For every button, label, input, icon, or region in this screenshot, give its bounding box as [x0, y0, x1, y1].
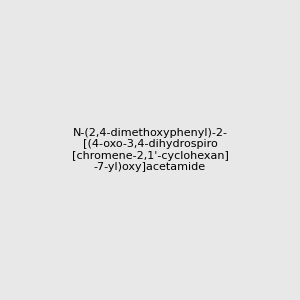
- Text: N-(2,4-dimethoxyphenyl)-2-
[(4-oxo-3,4-dihydrospiro
[chromene-2,1'-cyclohexan]
-: N-(2,4-dimethoxyphenyl)-2- [(4-oxo-3,4-d…: [72, 128, 228, 172]
